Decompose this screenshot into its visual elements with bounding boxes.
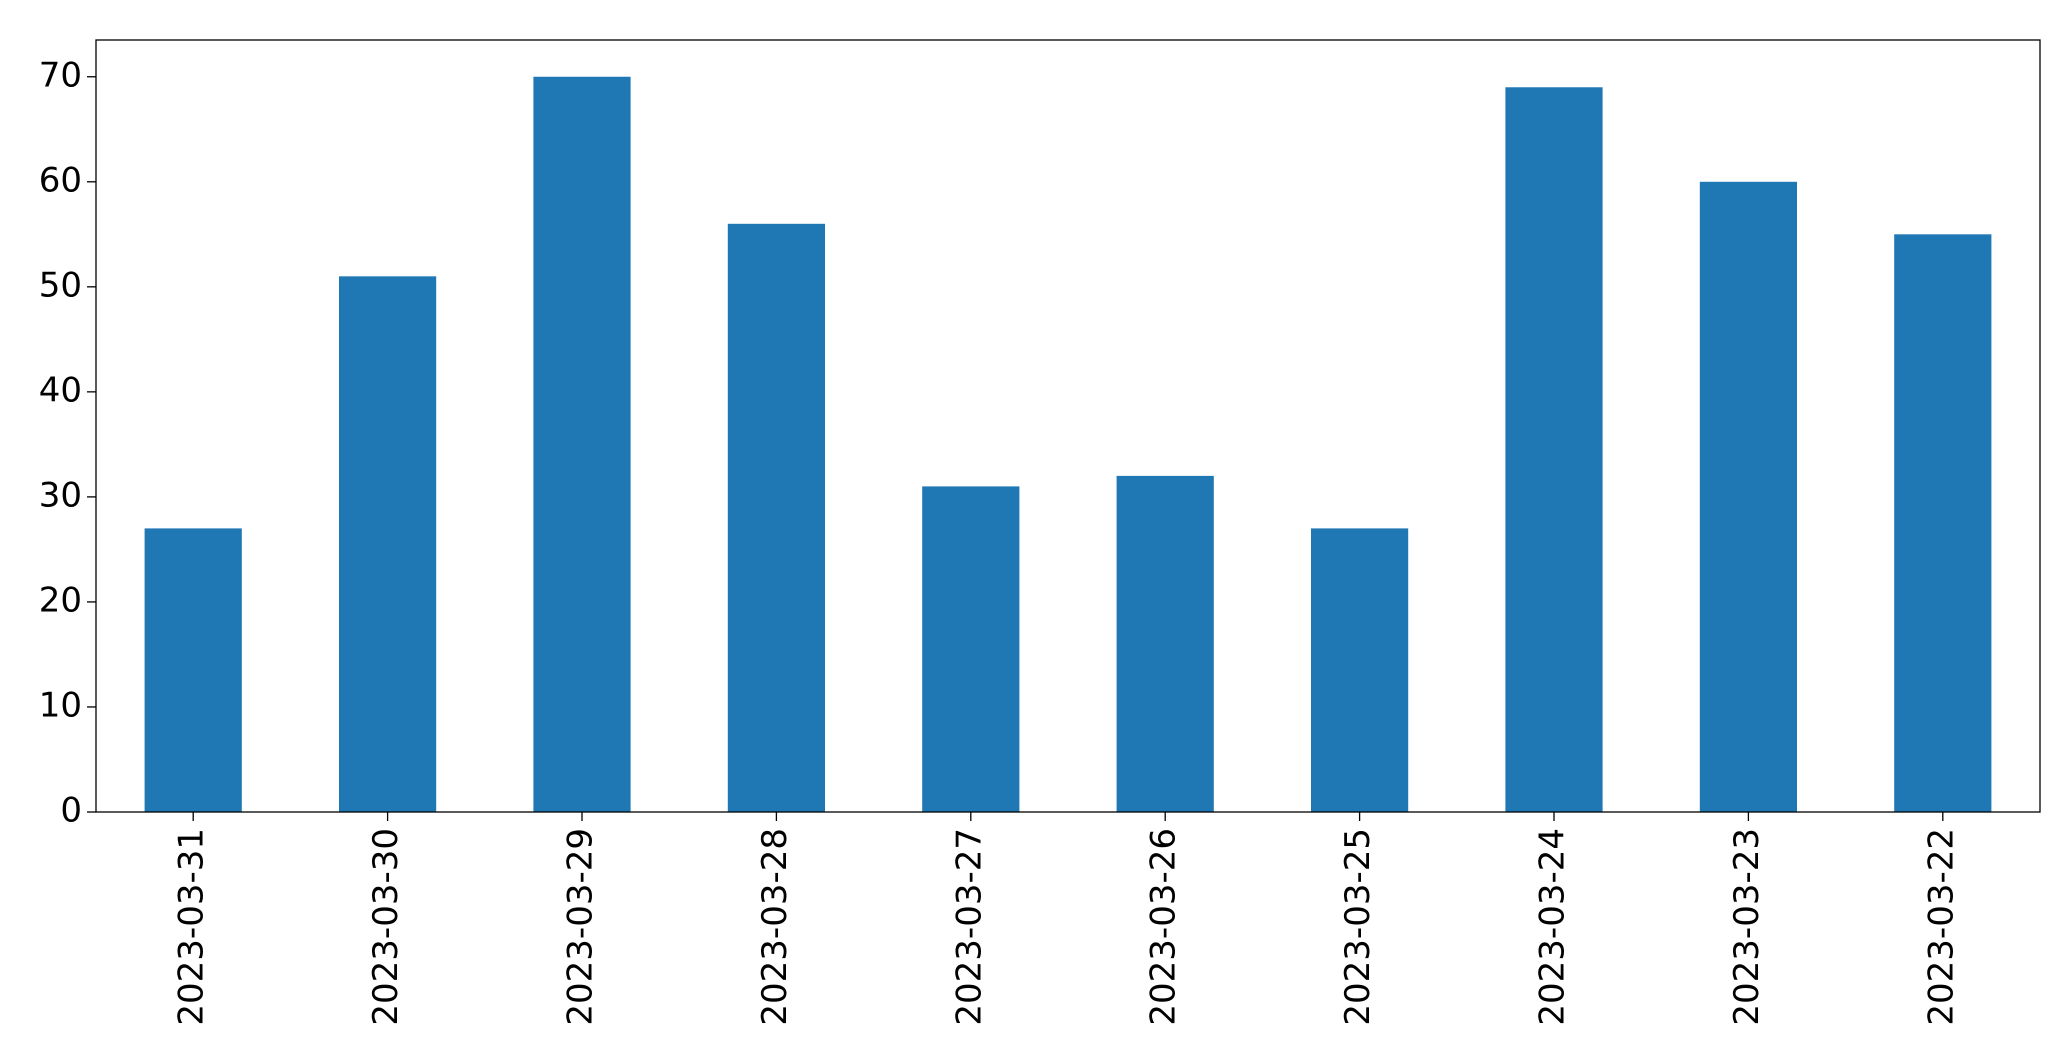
y-tick-label: 40 [39,370,82,410]
y-tick-label: 10 [39,685,82,725]
x-tick-label: 2023-03-28 [755,828,795,1026]
x-tick-label: 2023-03-25 [1338,828,1378,1026]
x-tick-label: 2023-03-31 [172,828,212,1026]
plot-frame [95,39,2041,813]
y-tick-label: 70 [39,55,82,95]
bar [339,276,437,812]
y-tick-label: 60 [39,160,82,200]
bar [1699,181,1797,813]
bar [1116,475,1214,812]
y-tick-label: 0 [60,791,82,831]
x-tick-label: 2023-03-30 [366,828,406,1026]
bar [144,528,242,812]
x-tick-label: 2023-03-26 [1144,828,1184,1026]
x-tick-label: 2023-03-23 [1727,828,1767,1026]
bar [1311,528,1409,812]
bar [922,486,1020,812]
y-tick-label: 30 [39,475,82,515]
x-tick-label: 2023-03-27 [949,828,989,1026]
y-tick-label: 20 [39,580,82,620]
bar [727,223,825,813]
bar [1505,87,1603,812]
bar [1894,234,1992,812]
x-tick-label: 2023-03-24 [1533,828,1573,1026]
x-tick-label: 2023-03-29 [561,828,601,1026]
y-tick-label: 50 [39,265,82,305]
bar [533,76,631,812]
x-tick-label: 2023-03-22 [1921,828,1961,1026]
